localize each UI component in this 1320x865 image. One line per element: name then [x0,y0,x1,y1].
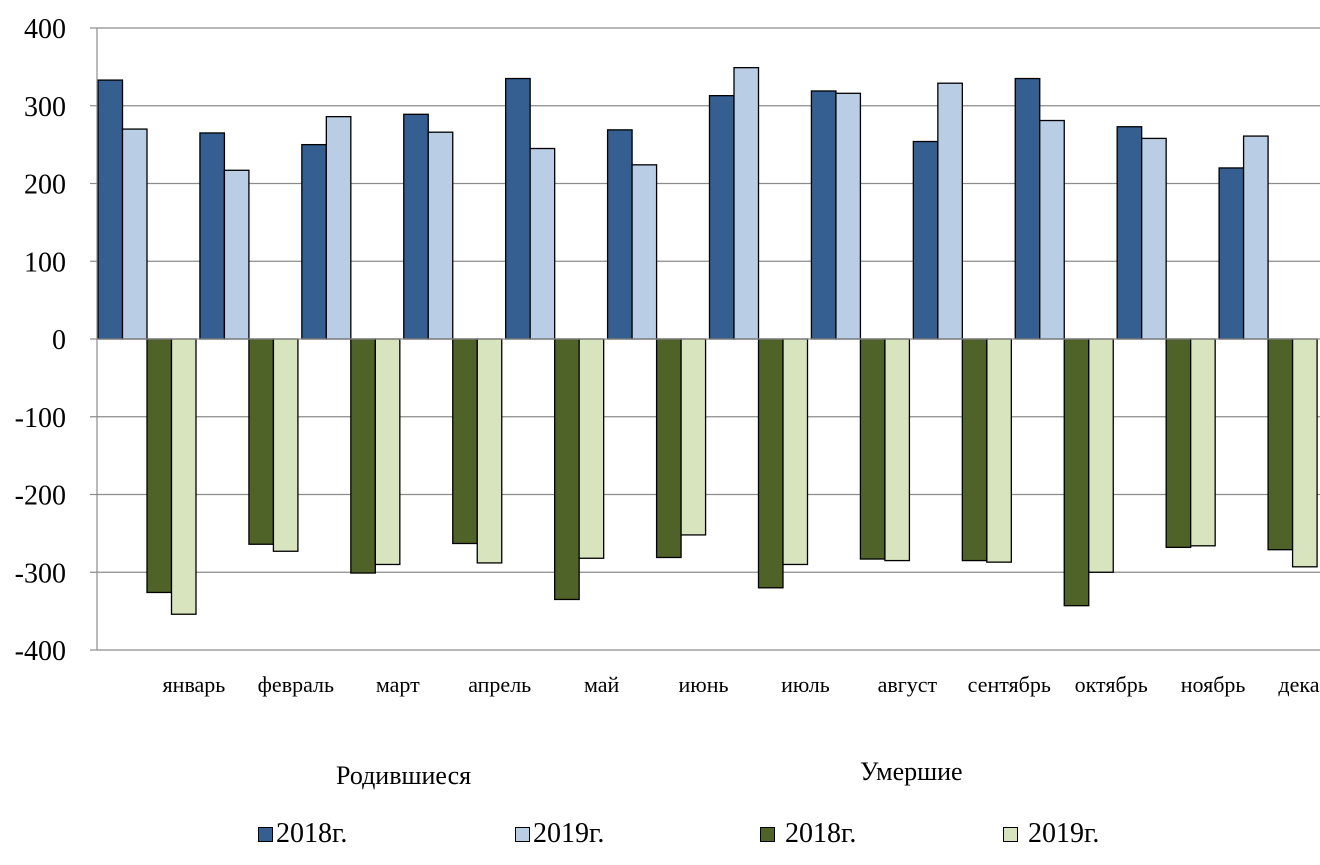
legend-label-deaths-2019: 2019г. [1028,818,1100,849]
bar-births-2018 [301,143,327,340]
y-tick-label: -300 [15,558,66,589]
legend-swatch-births-2018 [258,826,273,842]
bar-deaths-2019 [1088,338,1114,573]
bar-births-2018 [810,90,837,340]
legend-label-deaths-2018: 2018г. [785,818,857,849]
bar-deaths-2018 [452,338,478,545]
gridlines [97,27,1320,651]
bar-births-2019 [1141,137,1167,340]
bar-births-2018 [199,132,226,340]
x-tick-label: август [878,672,938,697]
y-tick-label: -400 [15,636,66,667]
x-tick-label: май [584,672,620,697]
x-tick-label: январь [163,672,226,697]
x-tick-label: июль [781,672,830,697]
legend-swatch-deaths-2019 [1003,826,1018,842]
bar-births-2018 [1014,77,1041,340]
legend-label-births-2019: 2019г. [533,818,605,849]
bar-deaths-2018 [1165,338,1192,549]
y-tick-label: -100 [15,403,66,434]
bar-births-2019 [427,131,454,340]
bar-deaths-2018 [757,338,784,589]
bar-births-2018 [1218,167,1245,340]
bar-deaths-2018 [859,338,886,560]
bar-births-2018 [1116,126,1143,340]
bar-deaths-2018 [655,338,682,559]
bar-births-2019 [1242,135,1269,340]
x-tick-label: ноябрь [1181,672,1246,697]
bar-deaths-2018 [1063,338,1090,607]
x-tick-label: февраль [258,672,334,697]
y-tick-labels: 400 300 200 100 0 -100 -200 -300 -400 [15,14,66,667]
bar-deaths-2019 [170,338,197,615]
legend-item-deaths-2019: 2019г. [1003,818,1099,850]
bar-deaths-2019 [1291,338,1318,568]
legend-label-births-2018: 2018г. [276,818,348,849]
y-tick-label: 0 [52,325,66,356]
x-tick-label: апрель [468,672,531,697]
bar-deaths-2019 [374,338,401,566]
bar-births-2019 [325,115,352,340]
x-tick-label: март [376,672,420,697]
bar-births-2019 [835,92,862,340]
bar-deaths-2019 [578,338,605,559]
bar-births-2018 [505,77,531,340]
bar-deaths-2019 [986,338,1012,563]
bar-deaths-2018 [554,338,580,601]
bar-births-2018 [912,140,939,340]
bar-deaths-2019 [884,338,911,562]
y-tick-label: -200 [15,481,66,512]
x-tick-labels: январь февраль март апрель май июнь июль август… [163,672,1320,697]
bar-deaths-2019 [1190,338,1216,547]
bar-births-2019 [121,128,148,340]
legend: 2018г. 2019г. 2018г. 2019г. [0,818,1320,858]
bar-deaths-2019 [680,338,707,536]
bar-births-2019 [937,82,963,340]
bar-births-2018 [97,79,124,340]
bar-deaths-2018 [146,338,173,594]
group-label-deaths: Умершие [860,757,963,786]
bar-births-2019 [529,147,556,340]
bar-deaths-2019 [272,338,299,552]
bar-births-2019 [1039,119,1065,340]
bar-deaths-2018 [1267,338,1294,551]
bar-births-2019 [631,164,658,340]
axes [90,27,1320,651]
x-tick-label: июнь [679,672,729,697]
bar-deaths-2018 [350,338,376,574]
y-tick-label: 400 [24,14,66,45]
y-tick-label: 300 [24,92,66,123]
bar-births-2018 [708,94,735,340]
legend-item-births-2019: 2019г. [515,818,604,850]
bar-deaths-2018 [961,338,988,562]
bar-deaths-2019 [782,338,809,566]
bar-births-2019 [733,67,760,340]
x-tick-label: декабрь [1278,672,1320,697]
legend-item-births-2018: 2018г. [258,818,347,850]
legend-item-deaths-2018: 2018г. [760,818,856,850]
y-tick-label: 100 [24,247,66,278]
bar-births-2018 [403,113,429,340]
bar-births-2019 [223,169,250,340]
bar-deaths-2019 [476,338,503,564]
group-label-births: Родившиеся [336,761,472,790]
x-tick-label: сентябрь [968,672,1051,697]
legend-swatch-deaths-2018 [760,826,775,842]
bar-deaths-2018 [248,338,275,545]
bar-births-2018 [606,129,633,340]
y-tick-label: 200 [24,170,66,201]
legend-swatch-births-2019 [515,826,530,842]
bars [97,67,1318,615]
x-tick-label: октябрь [1075,672,1148,697]
